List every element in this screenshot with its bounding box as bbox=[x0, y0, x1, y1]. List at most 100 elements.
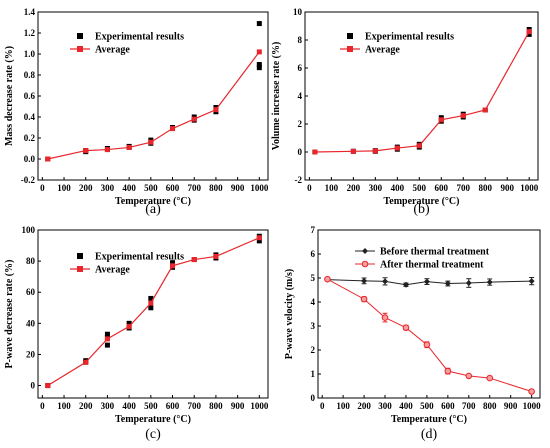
chart-panel-a: 0 100 200 300 400 500 600 700 800 900 1000 -0.2 0.0 0… bbox=[4, 7, 269, 217]
x-tick-label: 900 bbox=[231, 401, 245, 411]
series-line bbox=[327, 278, 532, 392]
data-point bbox=[465, 372, 473, 380]
y-tick-label: 0.2 bbox=[24, 133, 36, 143]
x-axis-title: Temperature (°C) bbox=[384, 196, 460, 207]
y-tick-label: 0.0 bbox=[24, 154, 36, 164]
y-tick-label: 0 bbox=[298, 147, 303, 157]
x-tick-label: 900 bbox=[231, 183, 245, 193]
data-point bbox=[486, 279, 493, 286]
y-tick-label: 60 bbox=[26, 287, 36, 297]
legend-label: Experimental results bbox=[95, 32, 184, 43]
x-tick-label: 200 bbox=[79, 401, 93, 411]
x-tick-label: 200 bbox=[347, 183, 361, 193]
y-tick-label: -2 bbox=[295, 175, 303, 185]
y-tick-label: 80 bbox=[26, 256, 36, 266]
data-point bbox=[148, 295, 154, 301]
series-1 bbox=[45, 49, 262, 162]
y-axis-title: Mass decrease rate (%) bbox=[4, 46, 15, 146]
plot-frame bbox=[37, 229, 269, 399]
y-tick-label: 6 bbox=[311, 249, 316, 259]
series-1 bbox=[45, 235, 262, 389]
x-tick-label: 900 bbox=[504, 401, 518, 411]
x-tick-label: 200 bbox=[357, 401, 371, 411]
legend-marker bbox=[77, 46, 83, 52]
series-0 bbox=[324, 276, 535, 288]
x-tick-label: 700 bbox=[457, 183, 471, 193]
data-point bbox=[148, 300, 154, 306]
legend: Experimental results Average bbox=[70, 252, 184, 276]
y-tick-label: 4 bbox=[298, 91, 303, 101]
data-point bbox=[126, 144, 132, 150]
y-axis-title: P-wave decrease rate (%) bbox=[4, 260, 15, 369]
x-tick-label: 100 bbox=[57, 401, 71, 411]
x-tick-label: 100 bbox=[325, 183, 339, 193]
x-tick-label: 400 bbox=[122, 401, 136, 411]
y-tick-label: -0.2 bbox=[21, 175, 36, 185]
data-point bbox=[170, 263, 176, 269]
x-tick-label: 1000 bbox=[520, 183, 539, 193]
x-axis-title: Temperature (°C) bbox=[115, 414, 191, 425]
data-point bbox=[191, 116, 197, 122]
y-tick-label: 6 bbox=[298, 63, 303, 73]
series-line bbox=[327, 279, 532, 286]
legend-marker bbox=[361, 260, 369, 268]
x-tick-label: 400 bbox=[122, 183, 136, 193]
data-point bbox=[382, 278, 389, 285]
legend: Experimental results Average bbox=[70, 32, 184, 56]
legend: Experimental results Average bbox=[340, 32, 454, 56]
series-0 bbox=[312, 27, 532, 155]
x-tick-label: 400 bbox=[391, 183, 405, 193]
data-point bbox=[423, 278, 430, 285]
x-tick-label: 700 bbox=[187, 401, 201, 411]
data-point bbox=[312, 149, 318, 155]
data-point bbox=[104, 336, 110, 342]
data-point bbox=[256, 235, 262, 241]
data-point bbox=[526, 31, 532, 37]
data-point bbox=[148, 139, 154, 145]
legend-label: Experimental results bbox=[365, 32, 454, 43]
data-point bbox=[83, 359, 89, 365]
data-point bbox=[526, 29, 532, 35]
y-tick-label: 3 bbox=[311, 321, 316, 331]
x-tick-label: 1000 bbox=[250, 401, 269, 411]
data-point bbox=[381, 314, 389, 321]
x-tick-label: 1000 bbox=[250, 183, 269, 193]
data-point bbox=[360, 295, 368, 303]
x-tick-label: 0 bbox=[40, 183, 45, 193]
panel-label: (b) bbox=[413, 202, 430, 217]
y-tick-label: 100 bbox=[22, 225, 36, 235]
legend: Before thermal treatment After thermal tr… bbox=[355, 247, 490, 271]
x-tick-label: 0 bbox=[307, 183, 312, 193]
plot-frame bbox=[317, 229, 541, 399]
panel-label: (c) bbox=[145, 427, 161, 442]
data-point bbox=[528, 388, 535, 395]
x-tick-label: 600 bbox=[166, 401, 180, 411]
data-point bbox=[350, 148, 356, 154]
data-point bbox=[170, 260, 176, 266]
data-point bbox=[104, 342, 110, 348]
y-tick-label: 4 bbox=[311, 297, 316, 307]
data-point bbox=[256, 65, 262, 71]
legend-label: Average bbox=[95, 45, 130, 56]
y-axis-title: P-wave velocity (m/s) bbox=[284, 269, 295, 360]
y-tick-label: 1 bbox=[311, 369, 316, 379]
panel-label: (a) bbox=[145, 202, 161, 217]
y-tick-label: 5 bbox=[311, 273, 316, 283]
data-point bbox=[423, 341, 431, 349]
x-tick-label: 600 bbox=[441, 401, 455, 411]
x-tick-label: 900 bbox=[500, 183, 514, 193]
x-tick-label: 500 bbox=[144, 401, 158, 411]
series-1 bbox=[312, 29, 532, 155]
panel-label: (d) bbox=[421, 427, 438, 442]
data-point bbox=[104, 147, 110, 153]
chart-panel-d: 0 100 200 300 400 500 600 700 800 900 1000 0 1 2 3 4 5 6 7… bbox=[284, 225, 541, 442]
x-tick-label: 800 bbox=[209, 401, 223, 411]
data-point bbox=[126, 320, 132, 326]
legend-label: Average bbox=[365, 45, 400, 56]
data-point bbox=[148, 305, 154, 311]
y-tick-label: 8 bbox=[298, 35, 303, 45]
data-point bbox=[486, 374, 494, 382]
data-point bbox=[45, 383, 51, 389]
legend-label: Experimental results bbox=[95, 252, 184, 263]
data-point bbox=[256, 238, 262, 244]
